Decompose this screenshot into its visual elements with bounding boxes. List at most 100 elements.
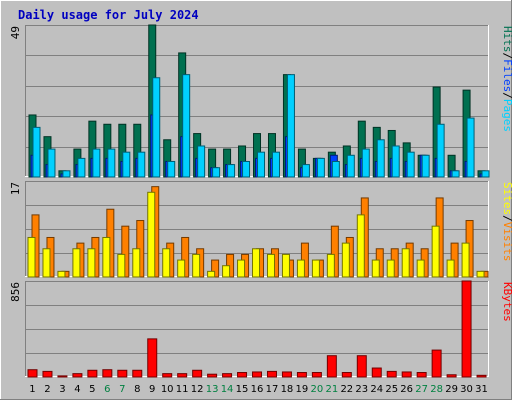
- legend-sites: Sites: [501, 182, 512, 215]
- y-max-label: 856: [9, 282, 22, 302]
- bar-pages-day-31: [481, 170, 490, 178]
- bar-pages-day-9: [152, 77, 161, 178]
- bar-pages-day-29: [451, 170, 460, 178]
- x-tick-label: 4: [74, 384, 80, 395]
- bar-pages-day-21: [331, 160, 340, 178]
- bar-kbytes-day-10: [162, 373, 173, 378]
- bar-pages-day-16: [257, 151, 266, 178]
- bar-sites-day-15: [237, 259, 246, 278]
- bar-pages-day-3: [62, 170, 71, 178]
- x-tick-label: 22: [340, 384, 353, 395]
- bar-pages-day-20: [316, 157, 325, 178]
- bar-pages-day-5: [92, 148, 101, 178]
- bar-sites-day-13: [207, 270, 216, 278]
- bar-pages-day-13: [212, 167, 221, 178]
- bar-pages-day-14: [227, 164, 236, 178]
- x-tick-label: 28: [430, 384, 443, 395]
- bar-kbytes-day-3: [57, 375, 68, 378]
- bar-sites-day-14: [222, 265, 231, 278]
- bar-sites-day-6: [102, 236, 111, 278]
- legend-kbytes: KBytes: [501, 282, 512, 322]
- bar-kbytes-day-5: [87, 369, 98, 378]
- x-tick-label: 23: [355, 384, 368, 395]
- bar-sites-day-26: [401, 248, 410, 278]
- bar-sites-day-17: [266, 253, 275, 278]
- bar-kbytes-day-22: [341, 372, 352, 378]
- bar-kbytes-day-2: [42, 370, 53, 378]
- bar-kbytes-day-15: [237, 372, 248, 378]
- bar-kbytes-day-24: [371, 367, 382, 378]
- bar-pages-day-15: [242, 160, 251, 178]
- bar-sites-day-11: [177, 259, 186, 278]
- bar-kbytes-day-4: [72, 373, 83, 378]
- legend-hits: Hits: [501, 26, 512, 53]
- bar-pages-day-23: [361, 148, 370, 178]
- bar-pages-day-27: [421, 154, 430, 178]
- x-tick-label: 5: [89, 384, 95, 395]
- bar-sites-day-31: [476, 270, 485, 278]
- bar-sites-day-3: [57, 270, 66, 278]
- legend-files: Files: [501, 59, 512, 92]
- bar-sites-day-4: [72, 248, 81, 278]
- bar-kbytes-day-26: [401, 371, 412, 378]
- x-axis-labels: 1 2 3 4 5 6 7 8 9 10 11 12 13 14 15 16 17 18 19 20 21 22 23 24 2…: [29, 384, 488, 395]
- bar-kbytes-day-16: [252, 371, 263, 378]
- bar-kbytes-day-29: [446, 374, 457, 378]
- bar-pages-day-12: [197, 145, 206, 178]
- bar-sites-day-29: [446, 259, 455, 278]
- bar-sites-day-1: [27, 236, 36, 278]
- bar-kbytes-day-6: [102, 369, 113, 378]
- legend-separator: /: [501, 53, 512, 60]
- x-tick-label: 26: [400, 384, 413, 395]
- bar-pages-day-2: [47, 148, 56, 178]
- x-tick-label: 31: [475, 384, 488, 395]
- x-tick-label: 24: [370, 384, 383, 395]
- bar-sites-day-7: [117, 253, 126, 278]
- bar-pages-day-30: [466, 117, 475, 178]
- x-tick-label: 29: [445, 384, 458, 395]
- bar-pages-day-6: [107, 148, 116, 178]
- bar-sites-day-23: [356, 214, 365, 278]
- bar-pages-day-10: [167, 160, 176, 178]
- bar-kbytes-day-14: [222, 373, 233, 378]
- bar-kbytes-day-20: [311, 372, 322, 378]
- bar-pages-day-18: [286, 74, 295, 178]
- bar-kbytes-day-28: [431, 349, 442, 378]
- bar-sites-day-16: [252, 248, 261, 278]
- bar-kbytes-day-13: [207, 373, 218, 378]
- bar-sites-day-8: [132, 248, 141, 278]
- bar-pages-day-26: [406, 151, 415, 178]
- bar-kbytes-day-7: [117, 369, 128, 378]
- bar-kbytes-day-19: [296, 372, 307, 378]
- bar-kbytes-day-31: [476, 374, 487, 378]
- bar-sites-day-18: [281, 253, 290, 278]
- bar-sites-day-2: [42, 248, 51, 278]
- legend-visits: Visits: [501, 222, 512, 262]
- bar-pages-day-4: [77, 157, 86, 178]
- bar-kbytes-day-30: [461, 280, 472, 378]
- x-tick-label: 27: [415, 384, 428, 395]
- x-tick-label: 13: [206, 384, 219, 395]
- bar-pages-day-7: [122, 151, 131, 178]
- x-tick-label: 30: [460, 384, 473, 395]
- bar-pages-day-11: [182, 74, 191, 178]
- bar-pages-day-24: [376, 139, 385, 178]
- bar-sites-day-27: [416, 259, 425, 278]
- x-tick-label: 14: [221, 384, 234, 395]
- x-tick-label: 20: [311, 384, 324, 395]
- bar-kbytes-day-11: [177, 373, 188, 378]
- bar-kbytes-day-23: [356, 355, 367, 378]
- x-tick-label: 15: [236, 384, 249, 395]
- bar-sites-day-5: [87, 248, 96, 278]
- x-tick-label: 3: [59, 384, 65, 395]
- y-max-label: 17: [9, 182, 22, 195]
- legend: Hits/Files/Pages: [501, 26, 512, 132]
- panel-visits-sites: 17 Sites/Visits: [9, 181, 512, 278]
- x-tick-label: 11: [176, 384, 189, 395]
- panel-kbytes: 856 KBytes: [9, 280, 512, 378]
- bar-sites-day-12: [192, 253, 201, 278]
- x-tick-label: 2: [44, 384, 50, 395]
- x-tick-label: 1: [29, 384, 35, 395]
